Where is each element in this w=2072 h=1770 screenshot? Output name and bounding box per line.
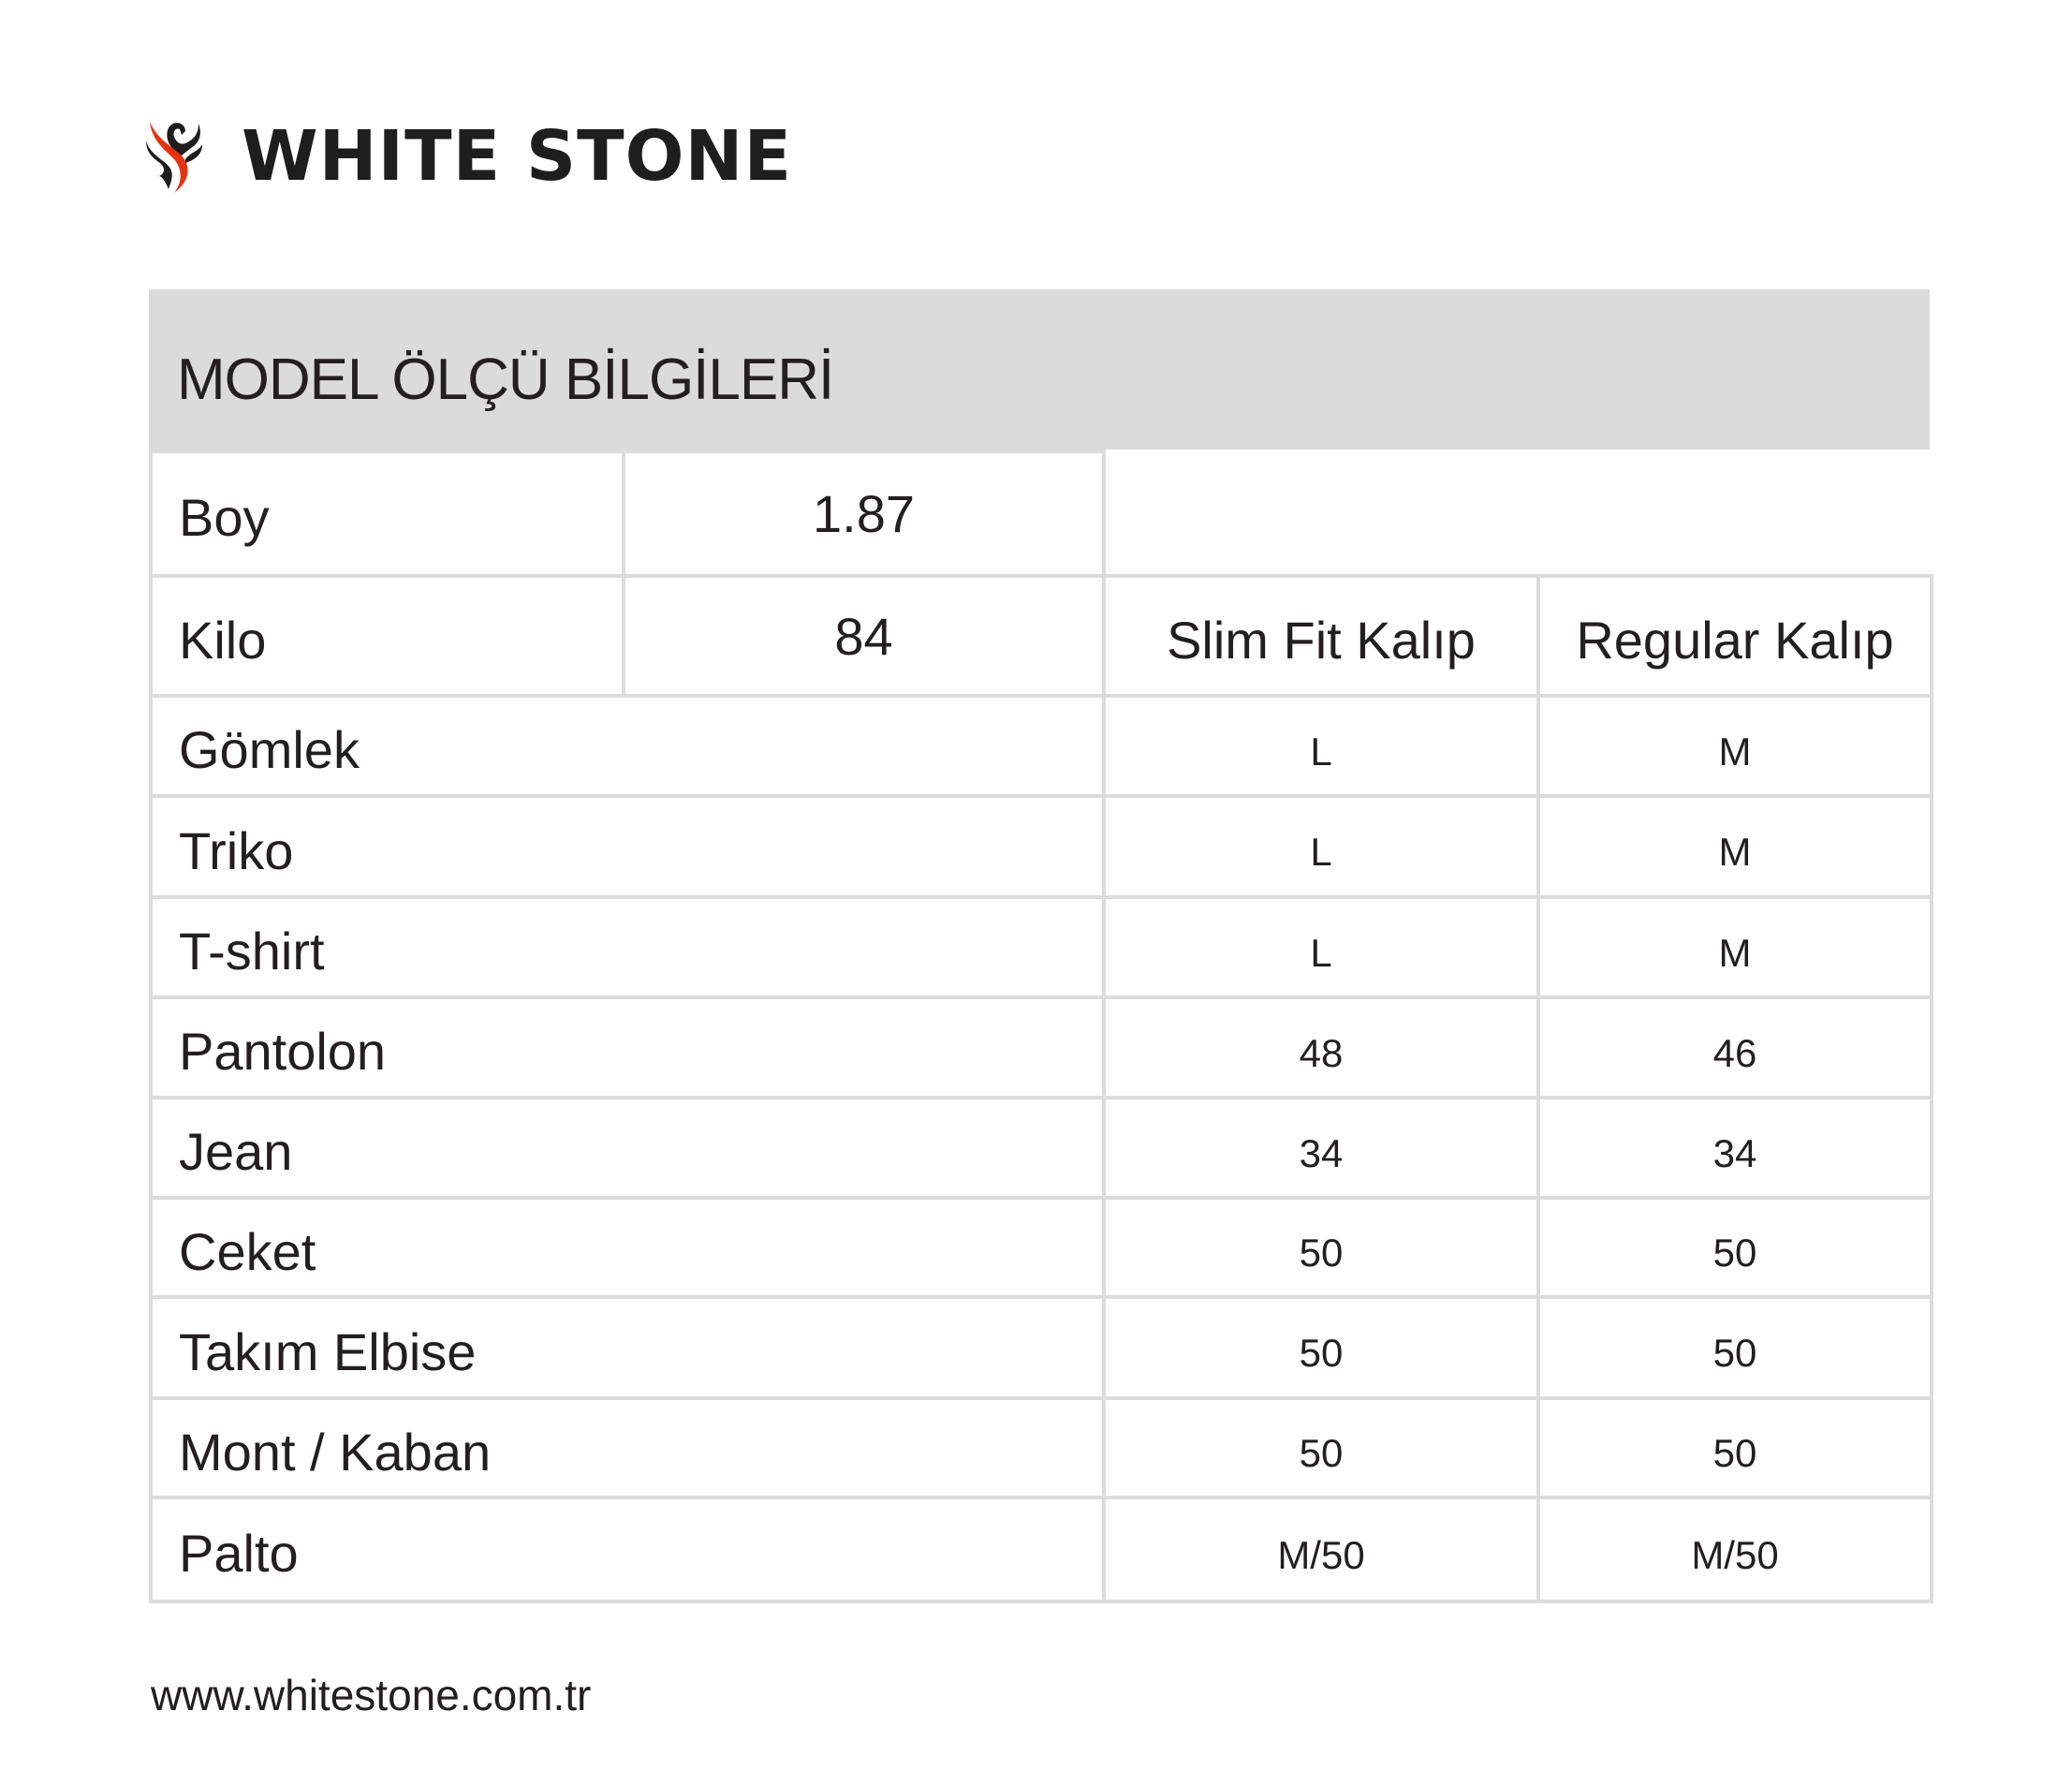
slim-size: 50: [1102, 1295, 1540, 1400]
garment-label: Triko: [149, 794, 1106, 899]
slim-size: L: [1102, 794, 1540, 899]
weight-label: Kilo: [149, 574, 625, 698]
slim-size: 34: [1102, 1096, 1540, 1200]
column-header-regular: Regular Kalıp: [1536, 574, 1933, 698]
table-row-height: Boy 1.87: [149, 450, 1932, 578]
regular-size: 50: [1536, 1396, 1933, 1499]
table-row-weight: Kilo 84 Slim Fit Kalıp Regular Kalıp: [149, 574, 1933, 698]
height-value: 1.87: [622, 450, 1106, 578]
slim-size: 48: [1102, 996, 1540, 1099]
slim-size: M/50: [1102, 1496, 1540, 1603]
empty-cell: [1102, 451, 1932, 578]
size-table: Boy 1.87 Kilo 84 Slim Fit Kalıp Regular …: [149, 450, 1933, 1603]
regular-size: M/50: [1536, 1496, 1933, 1603]
regular-size: 46: [1536, 996, 1933, 1099]
table-row: Gömlek L M: [149, 694, 1933, 798]
regular-size: M: [1536, 694, 1933, 798]
garment-label: Pantolon: [149, 996, 1106, 1099]
garment-label: Mont / Kaban: [149, 1396, 1106, 1499]
garment-label: Ceket: [149, 1196, 1106, 1299]
website-url[interactable]: www.whitestone.com.tr: [151, 1671, 592, 1719]
table-row: Pantolon 48 46: [149, 996, 1933, 1099]
slim-size: 50: [1102, 1196, 1540, 1299]
phoenix-logo-icon: [146, 122, 202, 193]
slim-size: L: [1102, 895, 1540, 999]
table-row: Palto M/50 M/50: [149, 1496, 1933, 1603]
column-header-slim: Slim Fit Kalıp: [1102, 574, 1540, 698]
regular-size: M: [1536, 794, 1933, 899]
table-row: Takım Elbise 50 50: [149, 1295, 1933, 1400]
table-row: T-shirt L M: [149, 895, 1933, 999]
section-header: MODEL ÖLÇÜ BİLGİLERİ: [149, 289, 1930, 450]
regular-size: 50: [1536, 1196, 1933, 1299]
garment-label: Palto: [149, 1496, 1106, 1603]
garment-label: Gömlek: [149, 694, 1106, 798]
slim-size: 50: [1102, 1396, 1540, 1499]
regular-size: M: [1536, 895, 1933, 999]
table-row: Ceket 50 50: [149, 1196, 1933, 1299]
regular-size: 50: [1536, 1295, 1933, 1400]
table-row: Triko L M: [149, 794, 1933, 899]
section-title: MODEL ÖLÇÜ BİLGİLERİ: [177, 347, 834, 412]
garment-label: T-shirt: [149, 895, 1106, 999]
weight-value: 84: [622, 574, 1106, 698]
height-label: Boy: [149, 450, 625, 578]
garment-label: Jean: [149, 1096, 1106, 1200]
brand-name: WHITE STONE: [242, 116, 793, 197]
garment-label: Takım Elbise: [149, 1295, 1106, 1400]
table-row: Jean 34 34: [149, 1096, 1933, 1200]
slim-size: L: [1102, 694, 1540, 798]
table-row: Mont / Kaban 50 50: [149, 1396, 1933, 1499]
regular-size: 34: [1536, 1096, 1933, 1200]
